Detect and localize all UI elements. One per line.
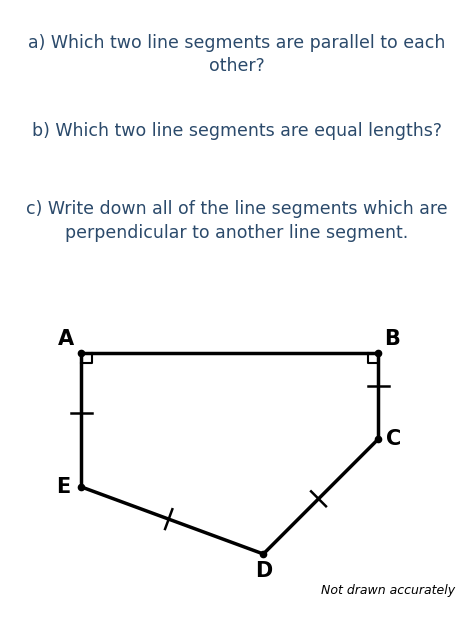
Text: B: B bbox=[384, 329, 400, 350]
Text: Not drawn accurately: Not drawn accurately bbox=[321, 584, 455, 597]
Text: C: C bbox=[386, 429, 401, 449]
Text: D: D bbox=[255, 561, 272, 581]
Text: A: A bbox=[58, 329, 74, 350]
Text: b) Which two line segments are equal lengths?: b) Which two line segments are equal len… bbox=[32, 122, 442, 140]
Text: a) Which two line segments are parallel to each
other?: a) Which two line segments are parallel … bbox=[28, 34, 446, 75]
Text: E: E bbox=[56, 477, 70, 497]
Text: c) Write down all of the line segments which are
perpendicular to another line s: c) Write down all of the line segments w… bbox=[26, 200, 448, 241]
